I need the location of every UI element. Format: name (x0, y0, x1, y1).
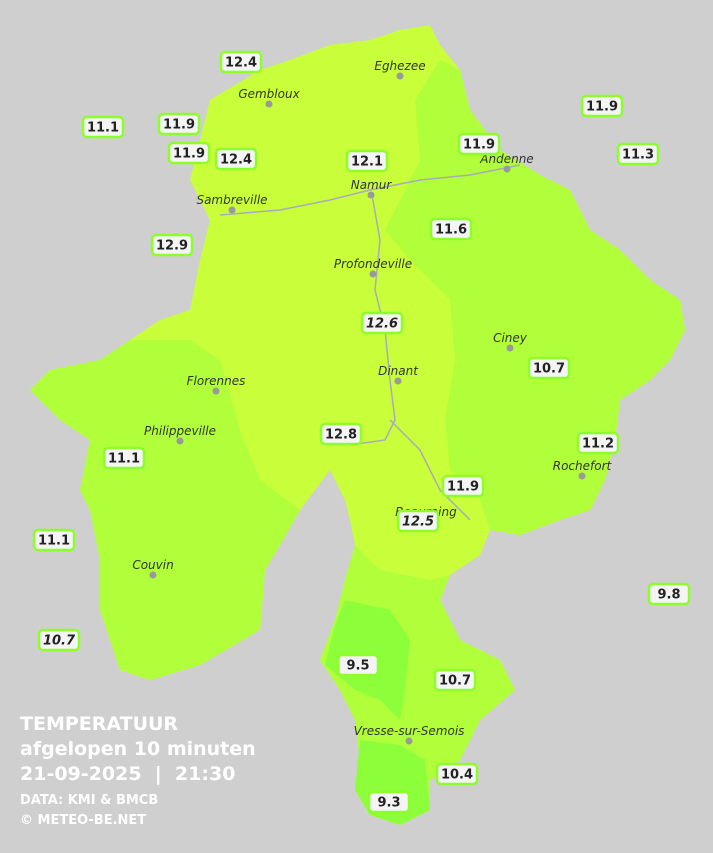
city-dot (503, 165, 511, 173)
timestamp: 21-09-2025 | 21:30 (20, 763, 235, 785)
title-block: TEMPERATUUR afgelopen 10 minuten 21-09-2… (20, 713, 256, 828)
city-dot (176, 437, 184, 445)
city-label: Namur (351, 178, 393, 192)
station-value: 12.9 (156, 239, 188, 254)
station-box (319, 422, 363, 446)
city-label: Rochefort (553, 459, 613, 473)
station-value: 10.7 (439, 674, 471, 689)
station-box (527, 356, 571, 380)
city-label: Gembloux (238, 87, 300, 101)
station-box (219, 50, 263, 74)
city-label: Ciney (493, 331, 528, 345)
station-box (616, 142, 660, 166)
city-dot (578, 472, 586, 480)
city-label: Andenne (479, 152, 533, 166)
city-label: Florennes (187, 374, 246, 388)
city-dot (149, 571, 157, 579)
city-label: Sambreville (196, 193, 267, 207)
station-box (102, 446, 146, 470)
city-label: Couvin (132, 558, 173, 572)
city-dot (212, 387, 220, 395)
station-box (396, 509, 440, 533)
subtitle: afgelopen 10 minuten (20, 738, 256, 760)
station-value: 9.8 (657, 588, 680, 603)
station-value: 11.9 (447, 480, 479, 495)
station-box (37, 628, 81, 652)
station-value: 11.9 (586, 100, 618, 115)
station-value: 12.5 (402, 515, 434, 530)
station-box (157, 112, 201, 136)
station-box (367, 790, 411, 814)
station-value: 10.7 (533, 362, 565, 377)
station-value: 12.4 (220, 153, 252, 168)
station-value: 12.6 (366, 317, 398, 332)
station-box (433, 668, 477, 692)
city-dot (394, 377, 402, 385)
station-value: 11.2 (582, 437, 614, 452)
station-box (429, 217, 473, 241)
zone-west (30, 340, 300, 680)
station-box (32, 528, 76, 552)
city-dot (369, 270, 377, 278)
station-box (345, 149, 389, 173)
station-value: 12.4 (225, 56, 257, 71)
station-box (580, 94, 624, 118)
station-value: 11.1 (38, 534, 70, 549)
city-dot (396, 72, 404, 80)
station-box (336, 653, 380, 677)
river (219, 164, 521, 521)
cities: Eghezee Gembloux Andenne Namur Sambreville Pr… (132, 59, 613, 745)
station-value: 11.1 (108, 452, 140, 467)
copyright: © METEO-BE.NET (20, 813, 146, 828)
station-value: 11.9 (173, 147, 205, 162)
station-value: 11.3 (622, 148, 654, 163)
source: DATA: KMI & BMCB (20, 793, 158, 808)
station-box (576, 431, 620, 455)
station-value: 9.3 (377, 796, 400, 811)
station-value: 11.6 (435, 223, 467, 238)
city-label: Philippeville (144, 424, 216, 438)
station-box (435, 762, 479, 786)
city-label: Dinant (378, 364, 419, 378)
title: TEMPERATUUR (20, 713, 178, 735)
station-value: 10.4 (441, 768, 473, 783)
city-label: Profondeville (334, 257, 412, 271)
station-box (214, 147, 258, 171)
station-value: 9.5 (346, 659, 369, 674)
city-label: Eghezee (374, 59, 425, 73)
station-box (150, 233, 194, 257)
station-box (441, 474, 485, 498)
station-value: 12.1 (351, 155, 383, 170)
station-box (647, 582, 691, 606)
zone-east (385, 60, 685, 535)
stations: 12.4 11.9 11.1 11.9 12.4 12.1 11.9 11.9 11.3 12.9… (32, 50, 691, 814)
city-dot (405, 737, 413, 745)
station-box (81, 115, 125, 139)
city-dot (367, 191, 375, 199)
station-box (167, 141, 211, 165)
city-dot (506, 344, 514, 352)
station-value: 10.7 (43, 634, 76, 649)
city-dot (265, 100, 273, 108)
city-label: Vresse-sur-Semois (354, 724, 465, 738)
station-box (457, 132, 501, 156)
station-value: 11.1 (87, 121, 119, 136)
station-value: 12.8 (325, 428, 357, 443)
station-box (360, 311, 404, 335)
station-value: 11.9 (463, 138, 495, 153)
station-value: 11.9 (163, 118, 195, 133)
city-dot (228, 206, 236, 214)
